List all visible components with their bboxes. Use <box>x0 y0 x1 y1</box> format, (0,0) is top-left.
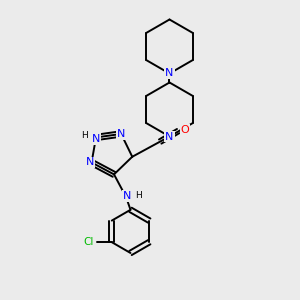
Text: N: N <box>117 129 125 139</box>
Text: N: N <box>92 134 100 144</box>
Text: O: O <box>180 124 189 135</box>
Text: N: N <box>165 68 174 79</box>
Text: H: H <box>135 191 142 200</box>
Text: Cl: Cl <box>83 237 94 247</box>
Text: N: N <box>165 131 174 142</box>
Text: N: N <box>123 191 132 201</box>
Text: N: N <box>86 158 94 167</box>
Text: H: H <box>81 131 88 140</box>
